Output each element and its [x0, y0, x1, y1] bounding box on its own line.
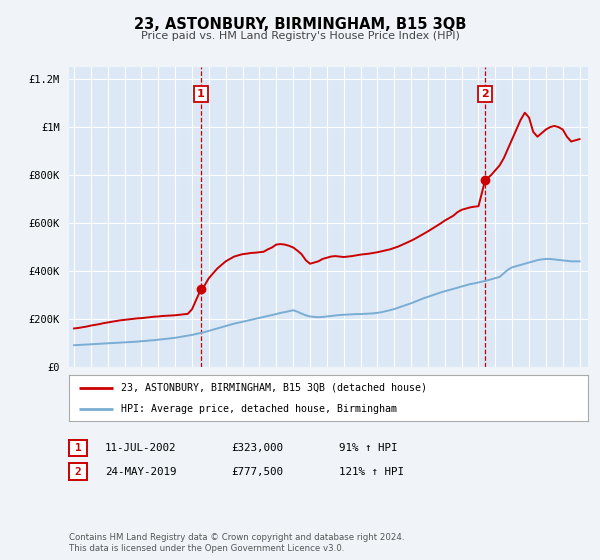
Text: 23, ASTONBURY, BIRMINGHAM, B15 3QB: 23, ASTONBURY, BIRMINGHAM, B15 3QB	[134, 17, 466, 31]
Text: HPI: Average price, detached house, Birmingham: HPI: Average price, detached house, Birm…	[121, 404, 397, 414]
Text: 2: 2	[481, 89, 489, 99]
Text: 24-MAY-2019: 24-MAY-2019	[105, 466, 176, 477]
Text: 11-JUL-2002: 11-JUL-2002	[105, 443, 176, 453]
Text: 1: 1	[74, 443, 82, 453]
Text: 121% ↑ HPI: 121% ↑ HPI	[339, 466, 404, 477]
Text: 2: 2	[74, 466, 82, 477]
Text: £777,500: £777,500	[231, 466, 283, 477]
Text: 23, ASTONBURY, BIRMINGHAM, B15 3QB (detached house): 23, ASTONBURY, BIRMINGHAM, B15 3QB (deta…	[121, 382, 427, 393]
Text: Contains HM Land Registry data © Crown copyright and database right 2024.
This d: Contains HM Land Registry data © Crown c…	[69, 533, 404, 553]
Text: 91% ↑ HPI: 91% ↑ HPI	[339, 443, 397, 453]
Text: £323,000: £323,000	[231, 443, 283, 453]
Text: Price paid vs. HM Land Registry's House Price Index (HPI): Price paid vs. HM Land Registry's House …	[140, 31, 460, 41]
Text: 1: 1	[197, 89, 205, 99]
